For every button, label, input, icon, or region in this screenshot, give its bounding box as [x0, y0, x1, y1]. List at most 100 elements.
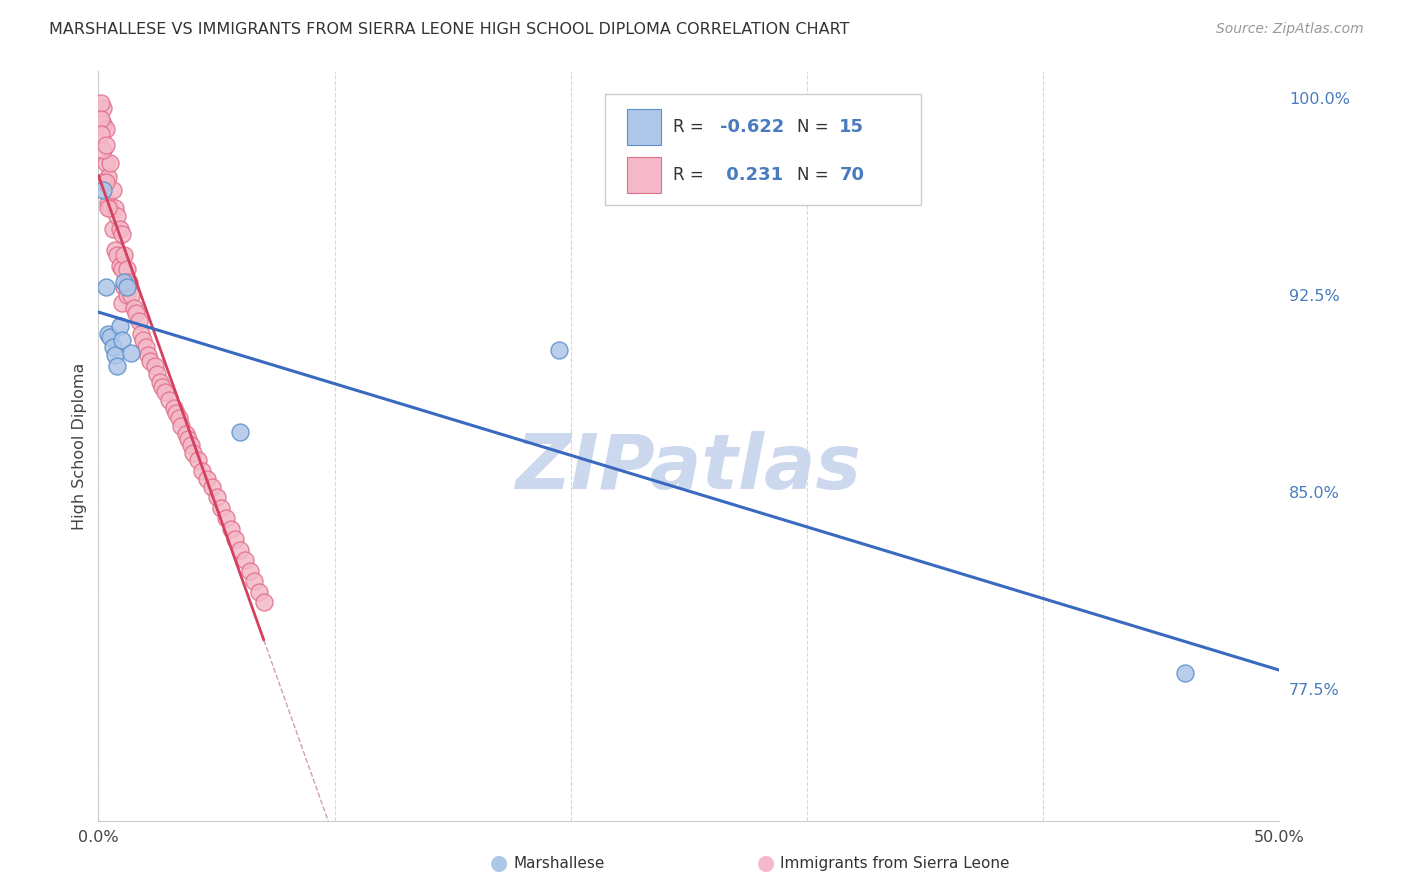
- Point: [209, 500, 232, 515]
- Point: [108, 222, 131, 236]
- Text: R =: R =: [673, 166, 710, 184]
- Point: [253, 595, 276, 609]
- Point: [187, 453, 209, 467]
- Point: [219, 522, 242, 536]
- Point: [98, 330, 121, 344]
- Point: [201, 480, 224, 494]
- Point: [90, 95, 112, 110]
- Point: [90, 128, 112, 142]
- Point: [157, 392, 180, 407]
- Point: [163, 401, 186, 415]
- Point: [215, 511, 238, 525]
- Point: [174, 427, 197, 442]
- Point: [229, 425, 252, 439]
- Point: [139, 353, 162, 368]
- Point: [112, 275, 135, 289]
- Point: [243, 574, 266, 589]
- Point: [101, 183, 124, 197]
- Point: [118, 275, 141, 289]
- Point: [233, 553, 256, 567]
- Point: [195, 472, 218, 486]
- Point: [97, 169, 120, 184]
- Point: [132, 333, 155, 347]
- Point: [180, 438, 202, 452]
- Point: [91, 101, 114, 115]
- Text: 15: 15: [839, 118, 865, 136]
- Point: [105, 248, 128, 262]
- Point: [104, 243, 127, 257]
- Point: [97, 195, 120, 210]
- Point: [181, 445, 204, 459]
- Point: [108, 319, 131, 334]
- Point: [150, 380, 173, 394]
- Y-axis label: High School Diploma: High School Diploma: [72, 362, 87, 530]
- Point: [101, 222, 124, 236]
- Point: [205, 490, 228, 504]
- Point: [115, 280, 138, 294]
- Point: [136, 348, 159, 362]
- Point: [108, 259, 131, 273]
- Point: [97, 201, 120, 215]
- Text: Source: ZipAtlas.com: Source: ZipAtlas.com: [1216, 22, 1364, 37]
- Point: [111, 333, 134, 347]
- Point: [167, 411, 190, 425]
- Point: [153, 385, 176, 400]
- Point: [121, 288, 143, 302]
- Point: [111, 227, 134, 242]
- Point: [101, 340, 124, 354]
- Text: N =: N =: [797, 118, 834, 136]
- Text: ●: ●: [491, 854, 508, 873]
- Point: [177, 433, 200, 447]
- Point: [129, 327, 152, 342]
- Point: [91, 117, 114, 131]
- Point: [191, 464, 214, 478]
- Point: [105, 359, 128, 373]
- Point: [94, 175, 117, 189]
- Point: [122, 301, 145, 315]
- Text: Marshallese: Marshallese: [513, 856, 605, 871]
- Point: [143, 359, 166, 373]
- Point: [112, 248, 135, 262]
- Point: [115, 261, 138, 276]
- Point: [97, 327, 120, 342]
- Point: [94, 156, 117, 170]
- Point: [112, 280, 135, 294]
- Point: [146, 367, 169, 381]
- Point: [149, 375, 172, 389]
- Point: [165, 406, 187, 420]
- Point: [121, 345, 143, 359]
- Text: -0.622: -0.622: [720, 118, 785, 136]
- Text: ●: ●: [758, 854, 775, 873]
- Point: [229, 542, 252, 557]
- Point: [98, 156, 121, 170]
- Point: [247, 585, 270, 599]
- Point: [1174, 666, 1197, 681]
- Text: MARSHALLESE VS IMMIGRANTS FROM SIERRA LEONE HIGH SCHOOL DIPLOMA CORRELATION CHAR: MARSHALLESE VS IMMIGRANTS FROM SIERRA LE…: [49, 22, 849, 37]
- Point: [90, 112, 112, 126]
- Point: [98, 201, 121, 215]
- Text: R =: R =: [673, 118, 710, 136]
- Point: [111, 261, 134, 276]
- Point: [128, 314, 150, 328]
- Point: [239, 564, 262, 578]
- Point: [91, 143, 114, 157]
- Text: 70: 70: [839, 166, 865, 184]
- Point: [115, 288, 138, 302]
- Text: ZIPatlas: ZIPatlas: [516, 432, 862, 506]
- Point: [224, 533, 246, 547]
- Point: [94, 280, 117, 294]
- Point: [94, 122, 117, 136]
- Point: [104, 201, 127, 215]
- Point: [94, 138, 117, 153]
- Point: [111, 295, 134, 310]
- Point: [548, 343, 571, 357]
- Point: [91, 175, 114, 189]
- Point: [125, 306, 148, 320]
- Point: [170, 419, 193, 434]
- Point: [91, 183, 114, 197]
- Point: [135, 340, 157, 354]
- Text: Immigrants from Sierra Leone: Immigrants from Sierra Leone: [780, 856, 1010, 871]
- Text: 0.231: 0.231: [720, 166, 783, 184]
- Point: [104, 348, 127, 362]
- Point: [105, 209, 128, 223]
